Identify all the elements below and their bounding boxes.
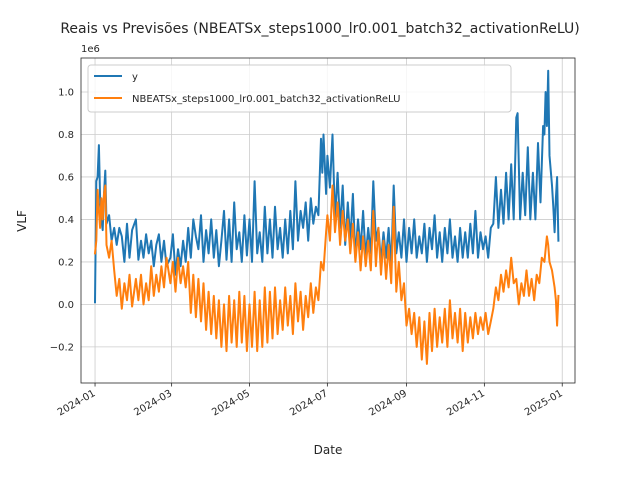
x-tick-label: 2025-01: [523, 388, 565, 418]
y-axis-ticks: −0.2 0.0 0.2 0.4 0.6 0.8 1.0: [50, 87, 74, 353]
chart-title: Reais vs Previsões (NBEATSx_steps1000_lr…: [60, 21, 579, 37]
y-tick-label: 0.6: [58, 172, 74, 183]
x-tick-label: 2024-03: [132, 388, 174, 418]
series-group: [93, 69, 560, 365]
x-tick-label: 2024-09: [367, 388, 409, 418]
y-tick-label: 0.2: [58, 257, 74, 268]
legend-box: [87, 64, 512, 113]
x-tick-label: 2024-07: [288, 388, 330, 418]
y-tick-label: 0.8: [58, 130, 74, 141]
y-tick-label: −0.2: [50, 342, 74, 353]
y-tick-label: 0.4: [58, 215, 74, 226]
x-axis-title: Date: [314, 443, 343, 457]
x-tick-label: 2024-05: [210, 388, 252, 418]
y-tick-label: 0.0: [58, 300, 74, 311]
y-tick-label: 1.0: [58, 87, 74, 98]
series-line-prediction: [93, 184, 560, 365]
legend-label-y: y: [132, 72, 138, 83]
x-tick-label: 2024-01: [56, 388, 98, 418]
x-tick-label: 2024-11: [445, 388, 487, 418]
y-scale-label: 1e6: [81, 44, 100, 55]
x-axis-ticks: 2024-01 2024-03 2024-05 2024-07 2024-09 2024-…: [56, 383, 565, 418]
y-axis-title: VLF: [15, 210, 29, 232]
plot-frame: [80, 57, 576, 384]
legend: y NBEATSx_steps1000_lr0.001_batch32_acti…: [87, 64, 512, 113]
legend-label-prediction: NBEATSx_steps1000_lr0.001_batch32_activa…: [132, 94, 400, 105]
